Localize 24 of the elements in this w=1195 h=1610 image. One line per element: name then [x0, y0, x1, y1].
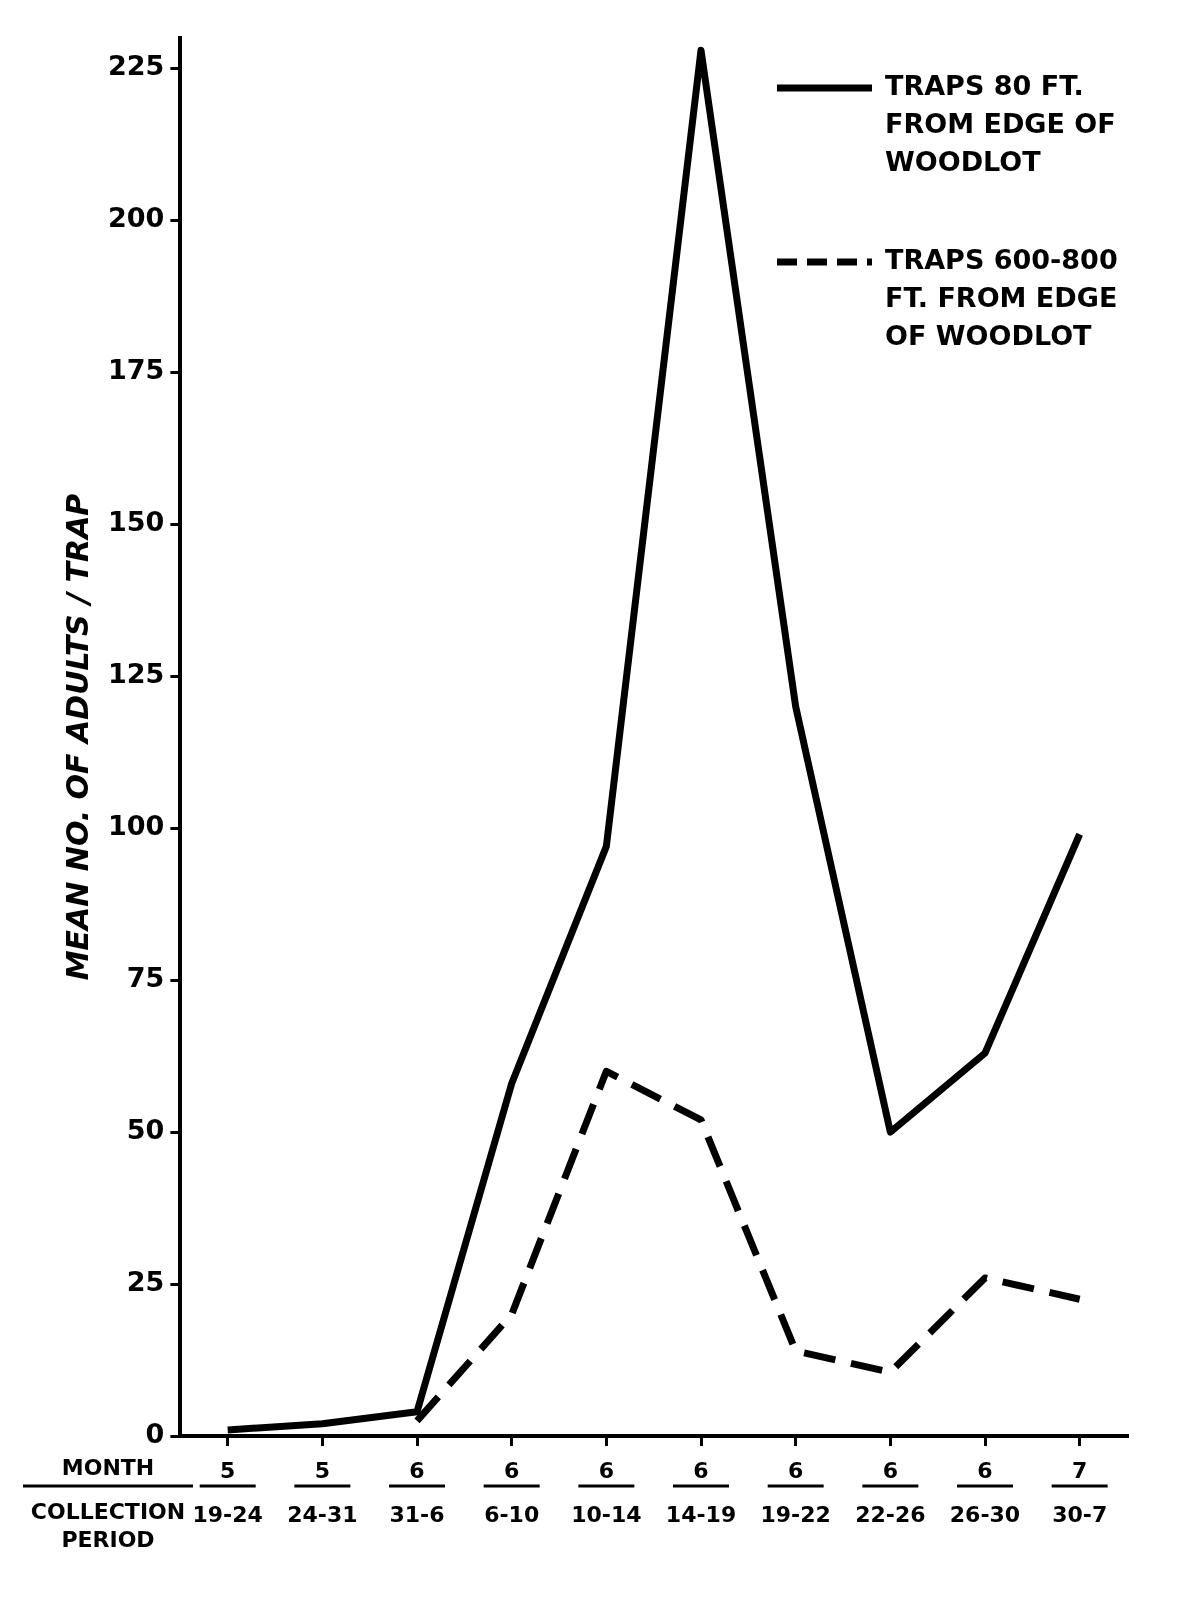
x-tick-label: 6 14-19: [665, 1457, 737, 1527]
y-tick-label: 225: [107, 50, 165, 82]
x-tick-label: 7 30-7: [1052, 1457, 1108, 1527]
x-tick-label: 6 26-30: [949, 1457, 1021, 1527]
legend-label: TRAPS 80 FT. FROM EDGE OF WOODLOT: [885, 70, 1116, 178]
y-tick-label: 0: [145, 1418, 165, 1450]
x-tick-label: 5 24-31: [287, 1457, 358, 1527]
x-tick-label: 6 19-22: [760, 1457, 831, 1527]
y-tick-label: 150: [107, 506, 165, 538]
y-tick-label: 50: [126, 1114, 165, 1146]
x-tick-label: 6 6-10: [484, 1457, 540, 1527]
y-tick-label: 125: [107, 658, 165, 690]
x-tick-label: 6 31-6: [389, 1457, 445, 1527]
x-tick-label: 6 22-26: [855, 1457, 926, 1527]
y-tick-label: 100: [107, 810, 165, 842]
legend-label: TRAPS 600-800 FT. FROM EDGE OF WOODLOT: [885, 244, 1118, 352]
y-tick-label: 200: [107, 202, 165, 234]
x-axis-title: MONTH COLLECTION PERIOD: [30, 1454, 186, 1552]
y-tick-label: 175: [107, 354, 165, 386]
x-tick-label: 5 19-24: [192, 1457, 263, 1527]
x-tick-label: 6 10-14: [571, 1457, 642, 1527]
y-axis-title: MEAN NO. OF ADULTS / TRAP: [59, 493, 95, 981]
y-tick-label: 25: [126, 1266, 165, 1298]
y-tick-label: 75: [126, 962, 165, 994]
